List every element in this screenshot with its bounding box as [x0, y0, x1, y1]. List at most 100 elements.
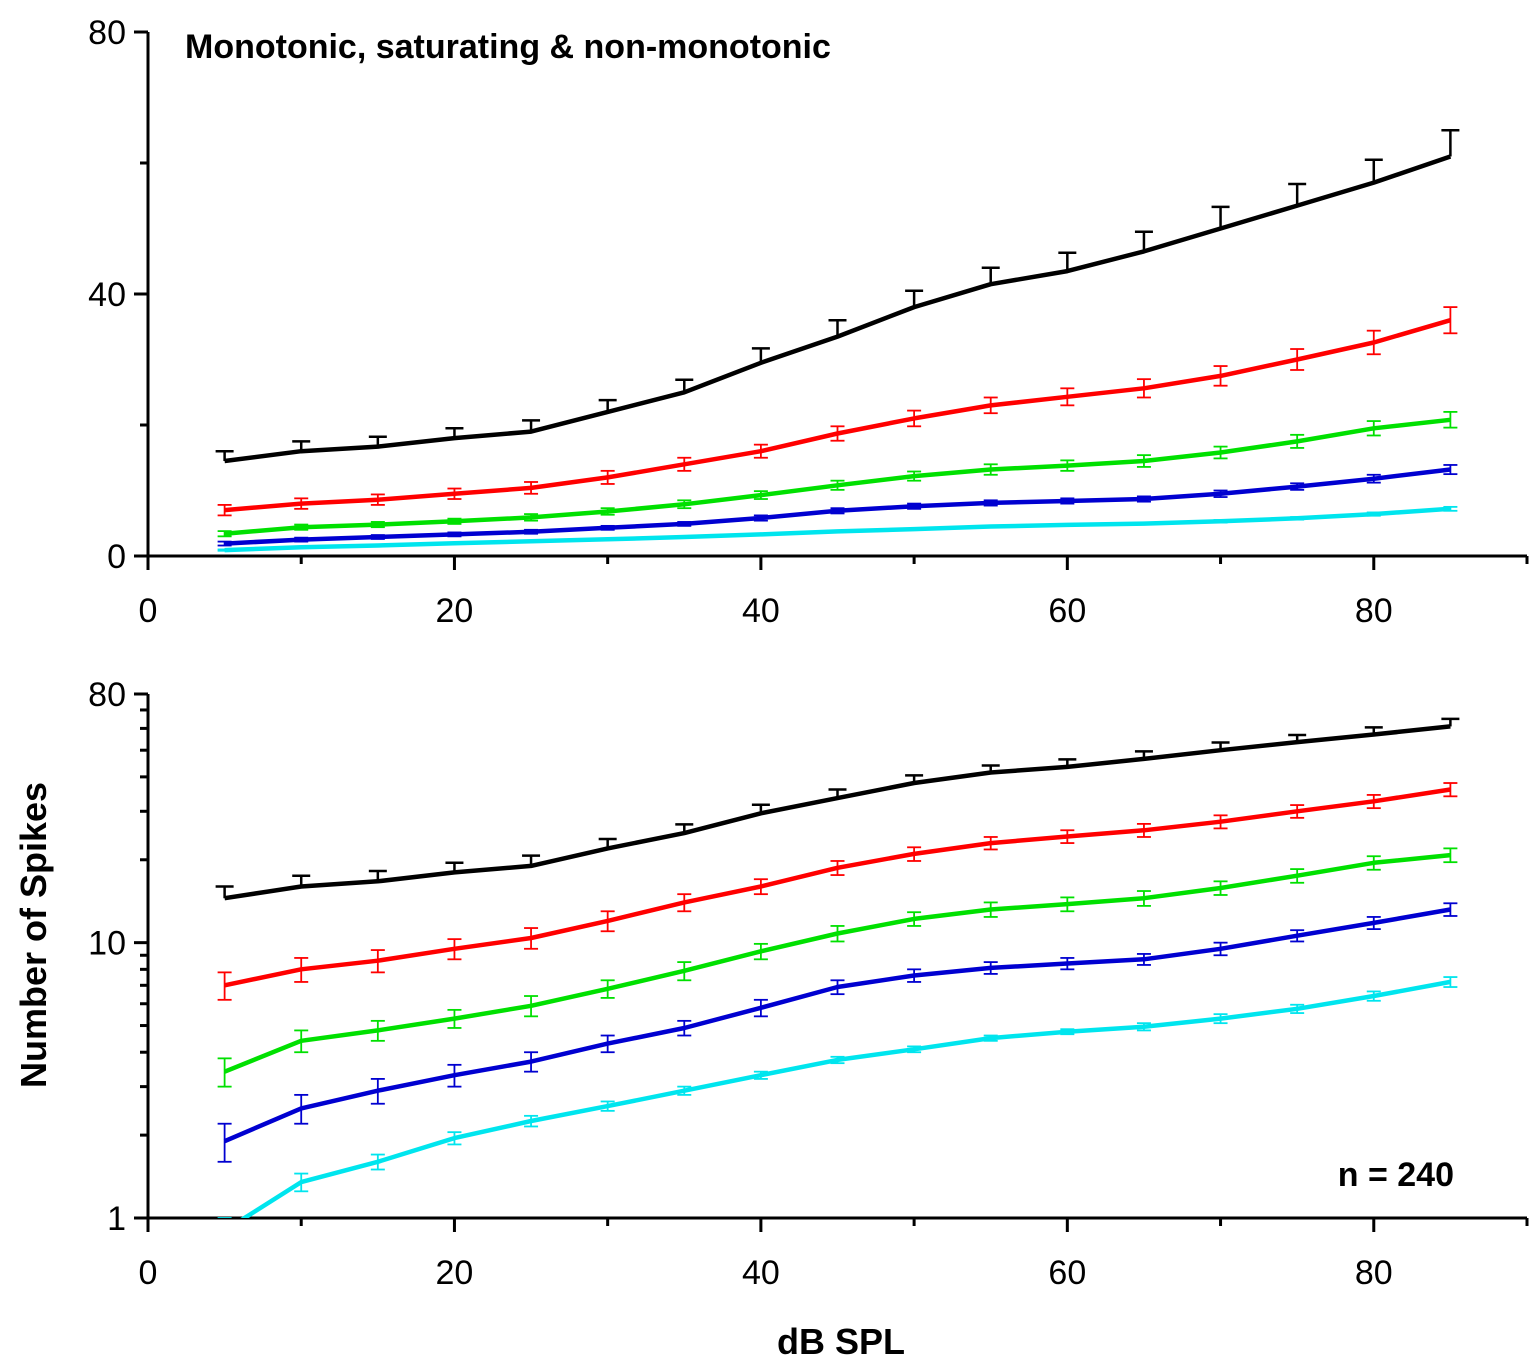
- error-bar: [830, 425, 845, 442]
- error-bar: [217, 540, 232, 547]
- error-bar: [370, 521, 385, 529]
- series-2: [217, 306, 1458, 517]
- error-bar: [830, 479, 845, 491]
- error-bar: [1136, 378, 1151, 399]
- error-bar: [1366, 794, 1381, 810]
- error-bar: [677, 456, 692, 472]
- error-bar: [1441, 717, 1460, 727]
- top-panel: Monotonic, saturating & non-monotonic 0 2…: [88, 14, 1529, 630]
- error-bar: [522, 854, 541, 866]
- error-bar: [1290, 804, 1305, 819]
- error-bar: [1136, 953, 1151, 966]
- error-bar: [981, 764, 1000, 773]
- error-bar: [1058, 758, 1077, 767]
- series-4: [217, 902, 1458, 1163]
- error-bar: [217, 1057, 232, 1088]
- error-bar: [217, 530, 232, 538]
- error-bar: [1443, 847, 1458, 864]
- error-bar: [598, 398, 617, 412]
- error-bar: [447, 1063, 462, 1088]
- error-bar: [830, 1055, 845, 1065]
- error-bar: [830, 860, 845, 876]
- error-bar: [1211, 205, 1230, 229]
- y-axis-label: Number of Spikes: [13, 782, 54, 1088]
- error-bar: [600, 537, 615, 541]
- error-bar: [907, 527, 922, 531]
- series-3: [217, 847, 1458, 1088]
- error-bar: [983, 1034, 998, 1042]
- error-bar: [294, 1093, 309, 1125]
- error-bar: [215, 449, 234, 462]
- error-bar: [522, 419, 541, 432]
- x-tick-label: 60: [1048, 592, 1086, 630]
- error-bar: [1213, 1013, 1228, 1025]
- error-bar: [1290, 868, 1305, 884]
- error-bar: [828, 788, 847, 799]
- error-bar: [830, 979, 845, 996]
- error-bar: [1443, 306, 1458, 335]
- error-bar: [294, 545, 309, 549]
- error-bar: [294, 957, 309, 983]
- error-bar: [1060, 459, 1075, 472]
- bottom-series-group: [215, 717, 1460, 1218]
- error-bar: [600, 507, 615, 516]
- y-tick-label: 80: [88, 14, 126, 52]
- error-bar: [217, 1217, 232, 1218]
- error-bar: [1136, 1022, 1151, 1032]
- error-bar: [292, 440, 311, 452]
- error-bar: [447, 1008, 462, 1029]
- error-bar: [1060, 829, 1075, 844]
- y-tick-label: 10: [88, 925, 126, 963]
- error-bar: [294, 497, 309, 510]
- error-bar: [677, 1085, 692, 1096]
- error-bar: [600, 910, 615, 933]
- error-bar: [907, 1045, 922, 1054]
- error-bar: [447, 517, 462, 525]
- error-bar: [751, 347, 770, 363]
- error-bar: [905, 774, 924, 784]
- error-bar: [753, 532, 768, 536]
- error-bar: [983, 396, 998, 415]
- error-bar: [983, 836, 998, 851]
- error-bar: [370, 493, 385, 506]
- top-axes: 0 20 40 60 80 0 40 80: [88, 14, 1529, 630]
- error-bar: [1136, 521, 1151, 526]
- error-bar: [1213, 489, 1228, 498]
- error-bar: [370, 1019, 385, 1042]
- error-bar: [677, 1019, 692, 1037]
- error-bar: [368, 869, 387, 882]
- error-bar: [1211, 741, 1230, 751]
- error-bar: [1443, 505, 1458, 512]
- x-tick-label: 80: [1355, 592, 1393, 630]
- error-bar: [1134, 230, 1153, 252]
- error-bar: [1443, 464, 1458, 476]
- x-tick-label: 40: [742, 592, 780, 630]
- error-bar: [1213, 365, 1228, 387]
- error-bar: [983, 463, 998, 476]
- error-bar: [294, 523, 309, 531]
- error-bar: [1060, 896, 1075, 913]
- bottom-axes: 0 20 40 60 80 1 10 80: [88, 676, 1529, 1292]
- bottom-panel: n = 240 Number of Spikes dB SPL 0 20 40 60 8…: [13, 676, 1529, 1362]
- error-bar: [830, 925, 845, 943]
- error-bar: [981, 266, 1000, 285]
- error-bar: [1366, 511, 1381, 517]
- error-bar: [524, 927, 539, 950]
- error-bar: [524, 539, 539, 543]
- top-chart-title: Monotonic, saturating & non-monotonic: [185, 28, 831, 66]
- error-bar: [753, 878, 768, 896]
- error-bar: [677, 961, 692, 982]
- error-bar: [1213, 814, 1228, 830]
- x-tick-label: 40: [742, 1254, 780, 1292]
- error-bar: [983, 901, 998, 918]
- series-line: [224, 154, 1452, 464]
- error-bar: [1366, 329, 1381, 356]
- error-bar: [907, 911, 922, 927]
- error-bar: [907, 968, 922, 983]
- error-bar: [677, 521, 692, 527]
- error-bar: [1443, 410, 1458, 429]
- error-bar: [1366, 855, 1381, 871]
- error-bar: [524, 528, 539, 535]
- error-bar: [983, 499, 998, 507]
- x-tick-label: 0: [139, 592, 158, 630]
